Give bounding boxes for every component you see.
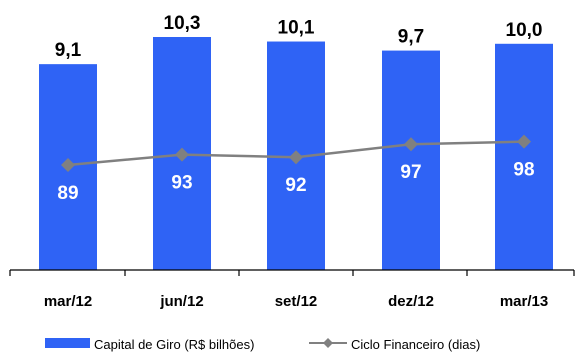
bar-value-label: 10,0 <box>506 20 543 41</box>
line-series <box>61 134 531 172</box>
legend-marker-ciclo <box>323 338 333 348</box>
bar-value-label: 9,7 <box>398 27 424 48</box>
category-label: jun/12 <box>159 293 203 310</box>
bar-value-label: 9,1 <box>55 40 82 61</box>
ciclo-marker <box>517 134 531 149</box>
ciclo-marker <box>61 158 75 172</box>
bar-4 <box>495 43 553 270</box>
x-axis <box>9 269 575 276</box>
bar-value-label: 10,1 <box>278 18 315 39</box>
legend-label-ciclo: Ciclo Financeiro (dias) <box>351 337 480 352</box>
data-labels: 9,1 10,3 10,1 9,7 10,0 89 93 92 97 98 <box>55 13 543 204</box>
category-labels: mar/12 jun/12 set/12 dez/12 mar/13 <box>44 293 548 310</box>
category-label: set/12 <box>275 293 318 310</box>
ciclo-value-label: 97 <box>400 162 421 183</box>
category-label: dez/12 <box>388 293 434 310</box>
legend: Capital de Giro (R$ bilhões) Ciclo Finan… <box>45 337 480 352</box>
ciclo-marker <box>289 150 303 165</box>
ciclo-value-label: 92 <box>285 175 306 196</box>
bar-3 <box>382 50 440 270</box>
category-label: mar/13 <box>500 293 548 310</box>
ciclo-marker <box>175 147 189 162</box>
category-label: mar/12 <box>44 293 92 310</box>
ciclo-value-label: 89 <box>57 183 78 204</box>
ciclo-marker <box>404 137 418 152</box>
ciclo-value-label: 93 <box>171 173 192 194</box>
ciclo-value-label: 98 <box>513 160 534 181</box>
legend-swatch-capital <box>45 338 90 348</box>
legend-label-capital: Capital de Giro (R$ bilhões) <box>94 337 254 352</box>
bar-value-label: 10,3 <box>164 13 201 34</box>
